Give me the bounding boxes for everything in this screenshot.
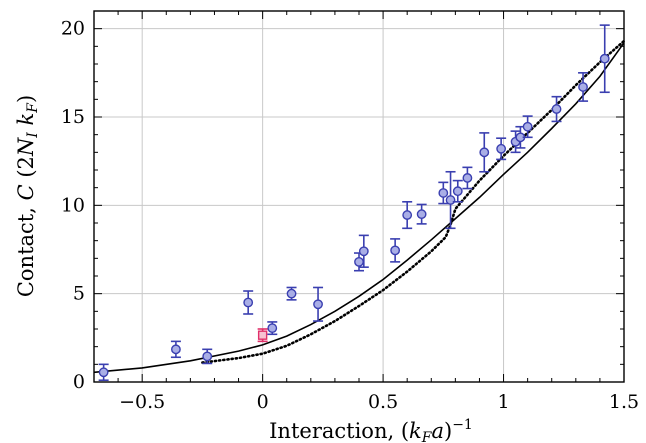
x-tick-label: 1: [497, 391, 509, 413]
data-point: [286, 288, 297, 299]
grid: [94, 11, 625, 383]
data-point: [445, 195, 456, 205]
x-tick-label: −0.5: [119, 391, 165, 413]
data-point: [354, 256, 364, 267]
data-point: [313, 299, 323, 310]
data-point: [522, 121, 533, 132]
data-point: [358, 246, 369, 257]
y-tick-label: 5: [73, 283, 85, 305]
plot-frame: [93, 10, 625, 383]
data-point: [452, 186, 463, 197]
data-point: [402, 210, 413, 220]
data-point: [267, 323, 278, 334]
solid-theory-curve: [93, 42, 625, 374]
data-point: [98, 367, 109, 378]
tick-labels: −0.5 0 0.5 1 1.5 0 5 10 15 20: [61, 18, 639, 413]
theory-curves: [93, 39, 626, 374]
y-tick-label: 20: [61, 18, 85, 40]
data-point: [551, 104, 562, 114]
axis-ticks: [93, 10, 625, 383]
y-tick-label: 0: [73, 371, 85, 393]
data-point: [599, 53, 610, 64]
highlight-data-point: [257, 330, 268, 340]
data-point: [202, 351, 213, 362]
x-tick-label: 0.5: [368, 391, 398, 413]
data-points: [98, 24, 610, 382]
data-point: [496, 143, 507, 154]
data-point: [462, 173, 473, 183]
data-point: [390, 245, 401, 256]
y-tick-label: 15: [61, 106, 85, 128]
data-point: [416, 209, 427, 220]
dotted-theory-curve: [201, 39, 626, 364]
data-point: [438, 188, 449, 198]
x-axis-title: Interaction, (kFa)−1: [269, 417, 473, 443]
x-tick-label: 1.5: [609, 391, 639, 413]
data-point: [243, 297, 254, 308]
x-tick-label: 0: [257, 391, 269, 413]
y-axis-title: Contact, C (2NI kF): [14, 95, 41, 297]
data-point: [171, 344, 181, 355]
data-point: [578, 82, 588, 92]
data-point: [479, 147, 490, 158]
y-tick-label: 10: [61, 194, 85, 216]
